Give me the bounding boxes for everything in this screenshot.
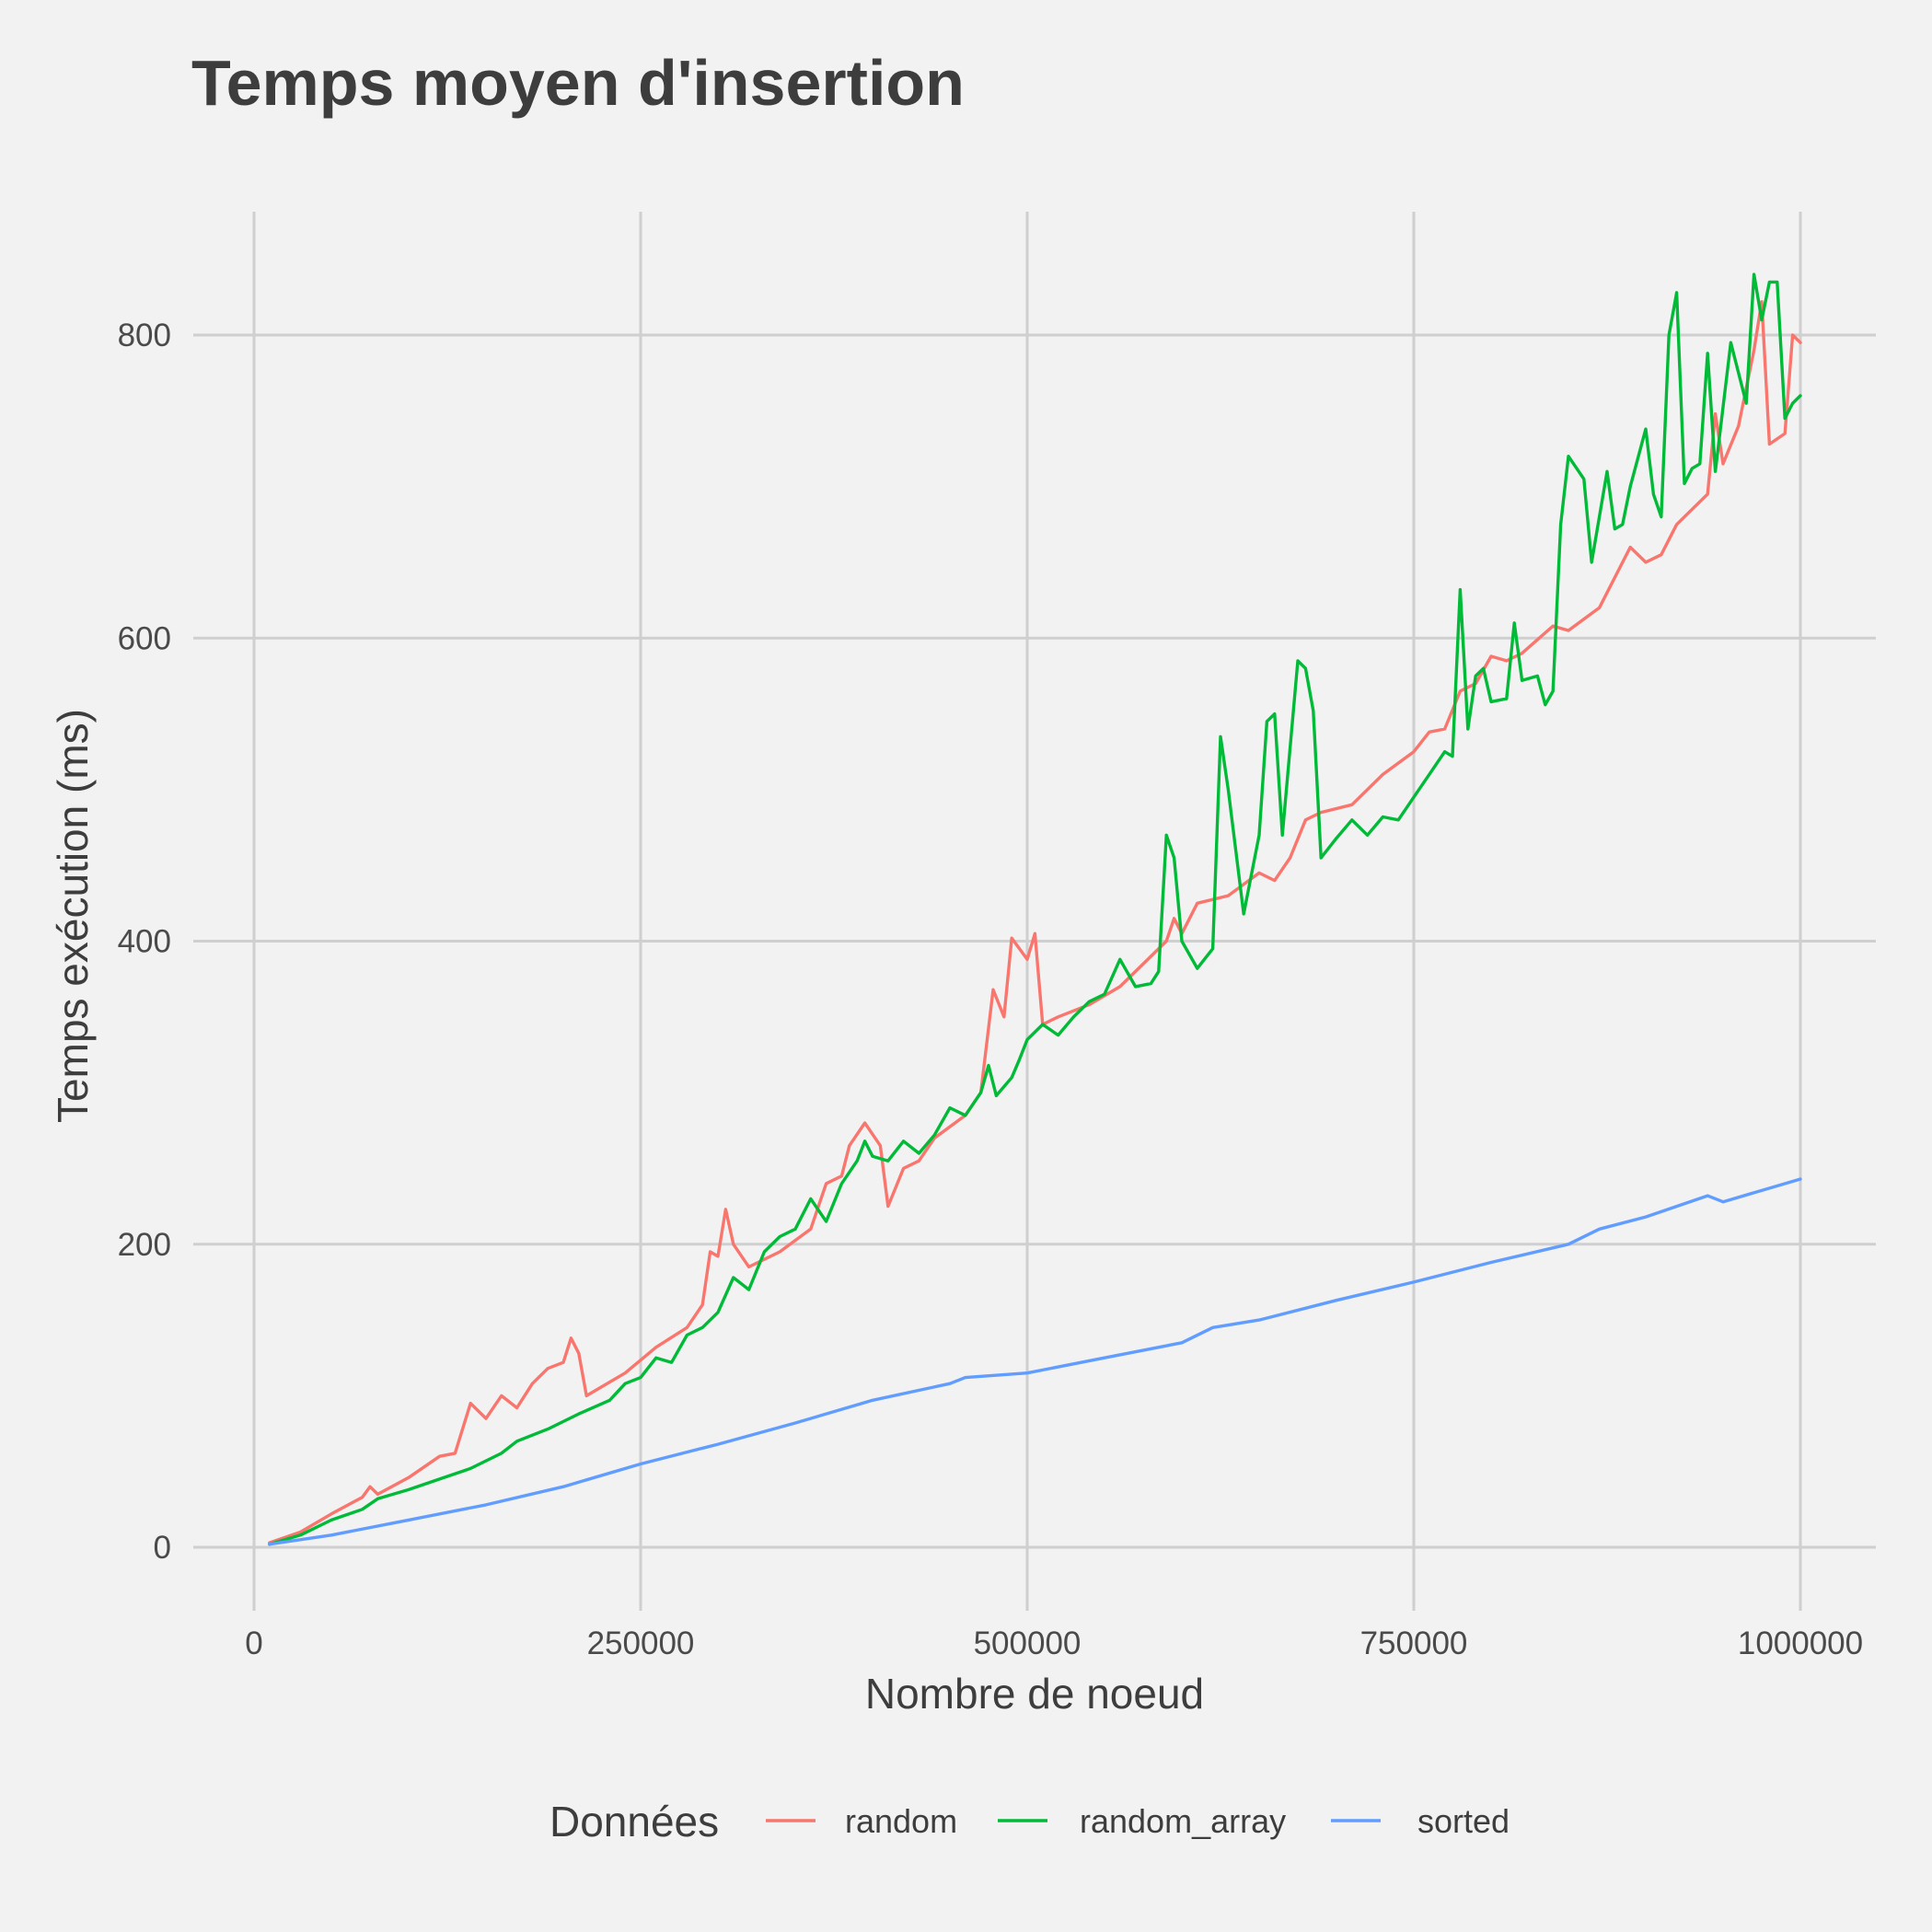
series-line-random-array (268, 272, 1802, 1546)
y-tick-label: 800 (118, 318, 171, 353)
series-line-sorted (268, 1177, 1802, 1546)
legend-label-random-array: random_array (1080, 1802, 1286, 1840)
chart-title: Temps moyen d'insertion (191, 47, 965, 119)
legend: Données random random_array sorted (550, 1798, 1510, 1845)
series-line-random (268, 300, 1802, 1544)
y-tick-label: 600 (118, 620, 171, 656)
x-tick-label: 1000000 (1738, 1625, 1863, 1661)
legend-label-sorted: sorted (1417, 1802, 1510, 1840)
series-lines (268, 272, 1802, 1546)
grid-lines (193, 212, 1876, 1611)
y-axis-title: Temps exécution (ms) (49, 709, 97, 1123)
x-axis-ticks: 0 250000 500000 750000 1000000 (245, 1625, 1863, 1661)
x-tick-label: 250000 (587, 1625, 695, 1661)
y-axis-ticks: 0 200 400 600 800 (118, 318, 171, 1566)
x-tick-label: 750000 (1360, 1625, 1468, 1661)
legend-title: Données (550, 1798, 719, 1845)
x-tick-label: 500000 (974, 1625, 1082, 1661)
y-tick-label: 400 (118, 924, 171, 960)
y-tick-label: 0 (154, 1530, 171, 1566)
y-tick-label: 200 (118, 1227, 171, 1263)
legend-label-random: random (845, 1802, 957, 1840)
x-tick-label: 0 (245, 1625, 262, 1661)
x-axis-title: Nombre de noeud (865, 1670, 1204, 1718)
